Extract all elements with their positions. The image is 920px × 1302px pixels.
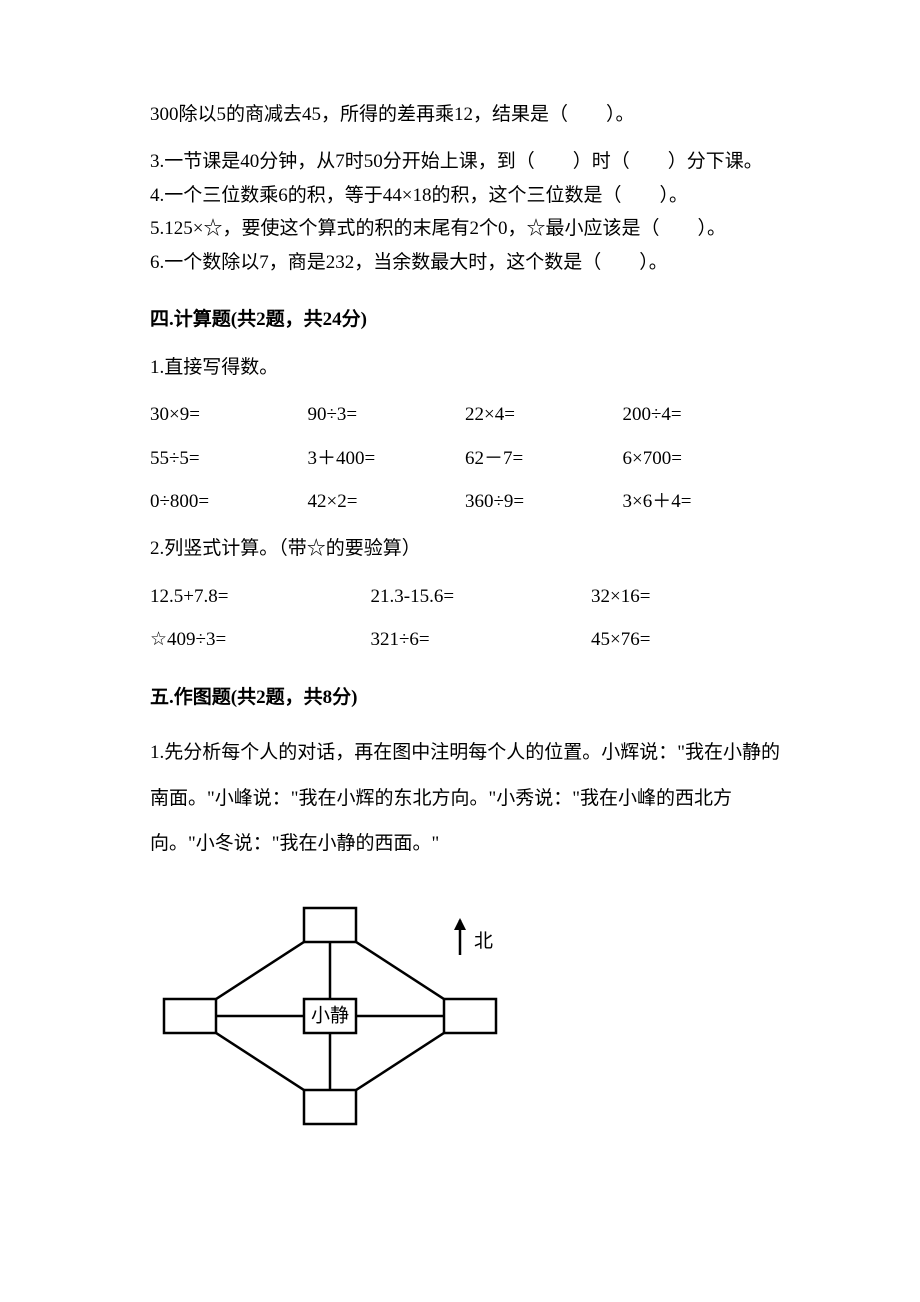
calc-cell: 21.3-15.6=	[371, 582, 592, 611]
calc-row: ☆409÷3= 321÷6= 45×76=	[150, 625, 780, 654]
calc-cell: 3×6＋4=	[623, 487, 781, 516]
calc-row: 55÷5= 3＋400= 62－7= 6×700=	[150, 444, 780, 473]
calc-cell: 200÷4=	[623, 400, 781, 429]
question-6: 6.一个数除以7，商是232，当余数最大时，这个数是（ ）。	[150, 248, 780, 277]
calc-cell: 0÷800=	[150, 487, 308, 516]
section-4-q1-title: 1.直接写得数。	[150, 353, 780, 382]
calc-cell: 30×9=	[150, 400, 308, 429]
section-4-heading: 四.计算题(共2题，共24分)	[150, 305, 780, 334]
calc-cell: 321÷6=	[371, 625, 592, 654]
calc-cell: 90÷3=	[308, 400, 466, 429]
calc-cell: ☆409÷3=	[150, 625, 371, 654]
section-5-heading: 五.作图题(共2题，共8分)	[150, 683, 780, 712]
section-5-q1-text: 1.先分析每个人的对话，再在图中注明每个人的位置。小辉说："我在小静的南面。"小…	[150, 730, 780, 867]
mental-calc-grid: 30×9= 90÷3= 22×4= 200÷4= 55÷5= 3＋400= 62…	[150, 400, 780, 516]
fill-blank-group: 3.一节课是40分钟，从7时50分开始上课，到（ ）时（ ）分下课。 4.一个三…	[150, 147, 780, 277]
calc-cell: 62－7=	[465, 444, 623, 473]
question-5: 5.125×☆，要使这个算式的积的末尾有2个0，☆最小应该是（ ）。	[150, 214, 780, 243]
question-4: 4.一个三位数乘6的积，等于44×18的积，这个三位数是（ ）。	[150, 181, 780, 210]
calc-cell: 360÷9=	[465, 487, 623, 516]
calc-cell: 6×700=	[623, 444, 781, 473]
calc-cell: 55÷5=	[150, 444, 308, 473]
position-diagram: 小静 北	[150, 895, 780, 1175]
question-3: 3.一节课是40分钟，从7时50分开始上课，到（ ）时（ ）分下课。	[150, 147, 780, 176]
vertical-calc-grid: 12.5+7.8= 21.3-15.6= 32×16= ☆409÷3= 321÷…	[150, 582, 780, 655]
svg-text:小静: 小静	[311, 1004, 349, 1026]
calc-cell: 45×76=	[591, 625, 780, 654]
section-4-q2-title: 2.列竖式计算。（带☆的要验算）	[150, 534, 780, 563]
diagram-svg: 小静 北	[150, 895, 550, 1175]
intro-problem: 300除以5的商减去45，所得的差再乘12，结果是（ ）。	[150, 100, 780, 129]
calc-row: 0÷800= 42×2= 360÷9= 3×6＋4=	[150, 487, 780, 516]
svg-text:北: 北	[474, 930, 493, 952]
calc-cell: 22×4=	[465, 400, 623, 429]
calc-row: 12.5+7.8= 21.3-15.6= 32×16=	[150, 582, 780, 611]
calc-cell: 32×16=	[591, 582, 780, 611]
calc-row: 30×9= 90÷3= 22×4= 200÷4=	[150, 400, 780, 429]
exam-page: 300除以5的商减去45，所得的差再乘12，结果是（ ）。 3.一节课是40分钟…	[0, 0, 920, 1302]
calc-cell: 42×2=	[308, 487, 466, 516]
calc-cell: 12.5+7.8=	[150, 582, 371, 611]
calc-cell: 3＋400=	[308, 444, 466, 473]
